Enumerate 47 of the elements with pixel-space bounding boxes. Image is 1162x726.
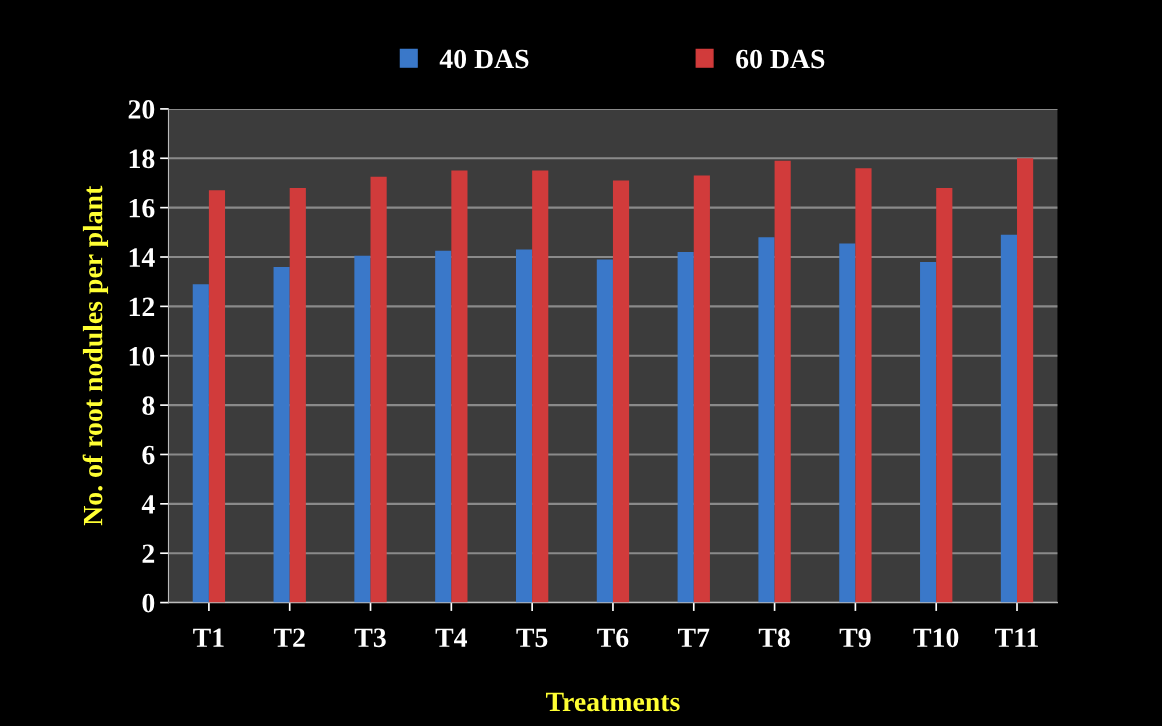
y-tick-label: 8 bbox=[142, 396, 155, 416]
bar bbox=[839, 243, 856, 603]
y-tick-label: 20 bbox=[128, 100, 155, 119]
x-tick-label: T3 bbox=[354, 628, 386, 648]
bar bbox=[596, 259, 613, 603]
y-tick-label: 4 bbox=[141, 495, 155, 514]
x-tick-label: T9 bbox=[839, 628, 871, 648]
x-tick-label: T6 bbox=[597, 628, 629, 648]
bar bbox=[936, 187, 953, 603]
bar bbox=[612, 180, 630, 603]
x-tick-label: T2 bbox=[273, 628, 305, 647]
bar bbox=[855, 168, 872, 603]
bar bbox=[677, 252, 694, 603]
bar bbox=[451, 170, 468, 603]
x-tick-label: T11 bbox=[995, 628, 1038, 647]
y-tick-label: 12 bbox=[129, 297, 155, 317]
bar bbox=[693, 175, 710, 603]
x-tick-label: T4 bbox=[435, 628, 468, 647]
x-tick-label: T5 bbox=[516, 628, 548, 648]
bar bbox=[1017, 158, 1034, 603]
bar bbox=[354, 255, 371, 603]
y-tick-label: 6 bbox=[142, 445, 155, 465]
bar bbox=[515, 249, 533, 603]
y-axis-title: No. of root nodules per plant bbox=[82, 185, 109, 526]
y-tick-label: 14 bbox=[129, 248, 155, 267]
y-tick-label: 0 bbox=[142, 593, 155, 613]
bar bbox=[532, 170, 549, 603]
bar bbox=[273, 266, 290, 603]
bar bbox=[370, 176, 387, 603]
bar bbox=[435, 250, 452, 603]
x-tick-label: T1 bbox=[193, 628, 224, 647]
legend-label: 60 DAS bbox=[736, 49, 825, 69]
bar bbox=[758, 237, 775, 603]
y-tick-label: 2 bbox=[142, 544, 155, 563]
bar bbox=[208, 190, 226, 603]
x-tick-label: T7 bbox=[677, 628, 710, 647]
bar bbox=[920, 261, 937, 603]
bar bbox=[774, 160, 791, 603]
x-tick-label: T10 bbox=[913, 628, 959, 648]
y-tick-label: 18 bbox=[129, 149, 155, 169]
legend-label: 40 DAS bbox=[439, 49, 529, 69]
y-tick-label: 10 bbox=[129, 346, 155, 366]
y-tick-label: 16 bbox=[129, 198, 155, 218]
bar bbox=[289, 187, 306, 603]
x-tick-label: T8 bbox=[758, 628, 790, 648]
bar bbox=[192, 284, 209, 603]
x-axis-title: Treatments bbox=[546, 692, 680, 712]
